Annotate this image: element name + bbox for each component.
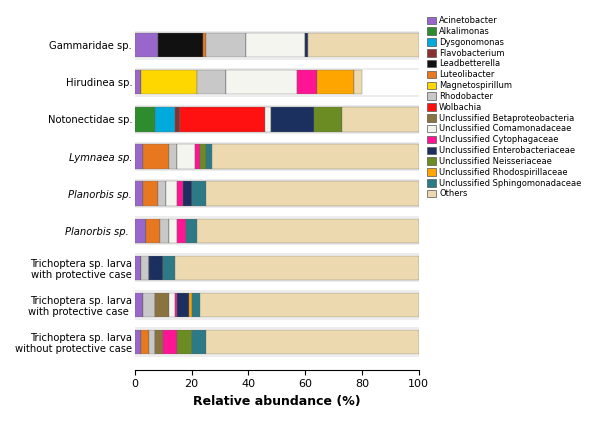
Bar <box>271 107 314 132</box>
Bar <box>181 107 265 132</box>
Bar <box>353 70 362 94</box>
Bar <box>191 181 206 206</box>
Bar <box>155 293 169 317</box>
Bar <box>178 219 186 243</box>
Bar <box>135 33 158 58</box>
Bar <box>169 219 178 243</box>
Bar <box>160 219 169 243</box>
Bar <box>265 107 271 132</box>
Bar <box>314 107 342 132</box>
Bar <box>143 145 169 168</box>
Bar <box>245 33 305 58</box>
Bar <box>178 145 194 168</box>
Bar <box>183 181 191 206</box>
Legend: Acinetobacter, Alkalimonas, Dysgonomonas, Flavobacterium, Leadbetterella, Luteol: Acinetobacter, Alkalimonas, Dysgonomonas… <box>426 14 583 200</box>
Bar <box>178 293 189 317</box>
Bar <box>212 145 419 168</box>
Bar <box>169 145 178 168</box>
Bar <box>197 219 419 243</box>
Bar <box>135 293 143 317</box>
Bar <box>178 330 191 354</box>
Bar <box>206 330 419 354</box>
Bar <box>206 181 419 206</box>
Bar <box>317 70 353 94</box>
Bar <box>175 255 419 280</box>
Bar <box>158 33 203 58</box>
Bar <box>146 219 160 243</box>
Bar <box>186 219 197 243</box>
Bar <box>189 293 191 317</box>
Bar <box>175 107 181 132</box>
Bar <box>135 255 140 280</box>
Bar <box>140 70 197 94</box>
Bar <box>140 330 149 354</box>
Bar <box>135 181 143 206</box>
Bar <box>175 293 178 317</box>
Bar <box>226 70 297 94</box>
Bar <box>191 330 206 354</box>
Bar <box>143 293 155 317</box>
Bar <box>194 145 200 168</box>
Bar <box>143 181 158 206</box>
Bar <box>135 330 140 354</box>
Bar <box>200 293 419 317</box>
Bar <box>200 145 206 168</box>
Bar <box>149 255 163 280</box>
Bar <box>163 330 178 354</box>
Bar <box>135 70 140 94</box>
Bar <box>203 33 206 58</box>
Bar <box>158 181 166 206</box>
X-axis label: Relative abundance (%): Relative abundance (%) <box>193 395 361 408</box>
Bar <box>140 255 149 280</box>
Bar <box>163 255 175 280</box>
Bar <box>297 70 317 94</box>
Bar <box>206 145 212 168</box>
Bar <box>166 181 178 206</box>
Bar <box>197 70 226 94</box>
Bar <box>155 330 163 354</box>
Bar <box>342 107 419 132</box>
Bar <box>206 33 245 58</box>
Bar <box>169 293 175 317</box>
Bar <box>191 293 200 317</box>
Bar <box>305 33 308 58</box>
Bar <box>135 107 155 132</box>
Bar <box>308 33 419 58</box>
Bar <box>155 107 175 132</box>
Bar <box>178 181 183 206</box>
Bar <box>135 145 143 168</box>
Bar <box>135 219 146 243</box>
Bar <box>149 330 155 354</box>
